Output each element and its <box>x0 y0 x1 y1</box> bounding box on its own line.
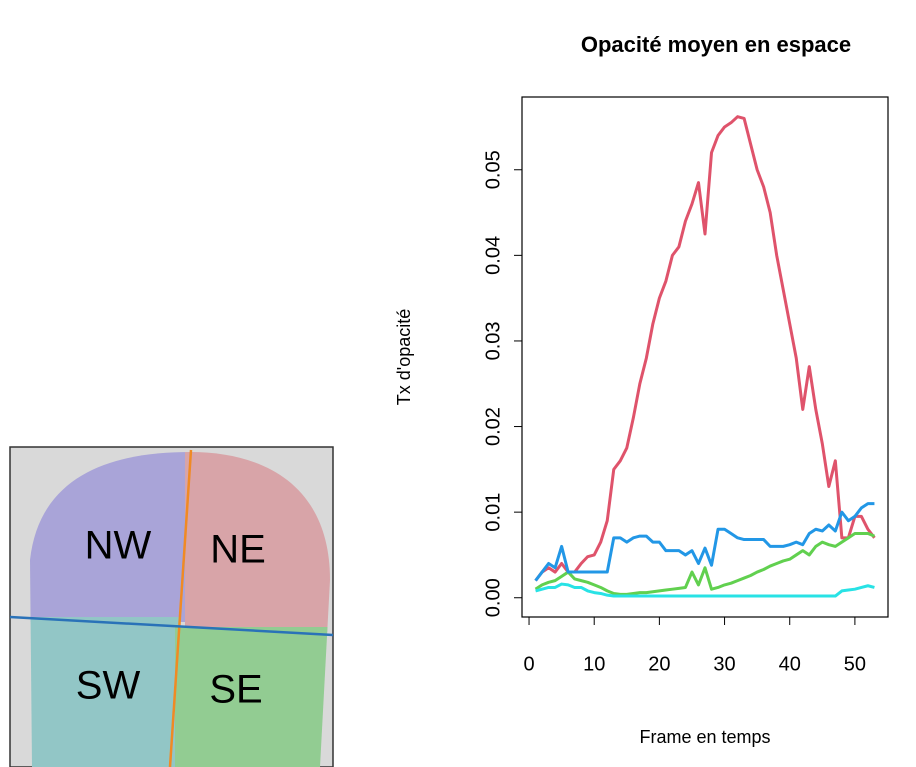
x-tick-label: 10 <box>583 653 605 675</box>
chart-title: Opacité moyen en espace <box>581 32 851 57</box>
quadrant-sw <box>30 617 180 767</box>
x-tick-label: 0 <box>523 653 534 675</box>
y-tick-label: 0.05 <box>482 150 504 189</box>
quadrant-label: NW <box>85 524 152 568</box>
head-image: NW NE SW SE <box>9 446 334 767</box>
x-axis-label: Frame en temps <box>639 727 770 747</box>
x-tick-label: 40 <box>779 653 801 675</box>
y-tick-label: 0.00 <box>482 578 504 617</box>
chart: Opacité moyen en espace Frame en temps T… <box>394 32 889 747</box>
series-line <box>535 582 875 598</box>
y-tick-label: 0.04 <box>482 236 504 275</box>
x-tick-label: 20 <box>648 653 670 675</box>
divider-vertical <box>168 449 193 767</box>
plot-box <box>521 96 889 618</box>
y-tick-label: 0.01 <box>482 493 504 532</box>
quadrant-label: SW <box>76 664 141 708</box>
quadrant-label: SE <box>209 668 262 712</box>
quadrant-label: NE <box>210 528 266 572</box>
divider-horizontal <box>9 615 334 637</box>
y-axis-label: Tx d'opacité <box>394 309 414 406</box>
quadrant-se <box>175 627 330 767</box>
y-tick-label: 0.03 <box>482 321 504 360</box>
series-line <box>534 502 875 582</box>
y-tick-label: 0.02 <box>482 407 504 446</box>
series-line <box>534 115 876 582</box>
x-tick-label: 50 <box>844 653 866 675</box>
x-tick-label: 30 <box>713 653 735 675</box>
series-line <box>534 532 875 596</box>
